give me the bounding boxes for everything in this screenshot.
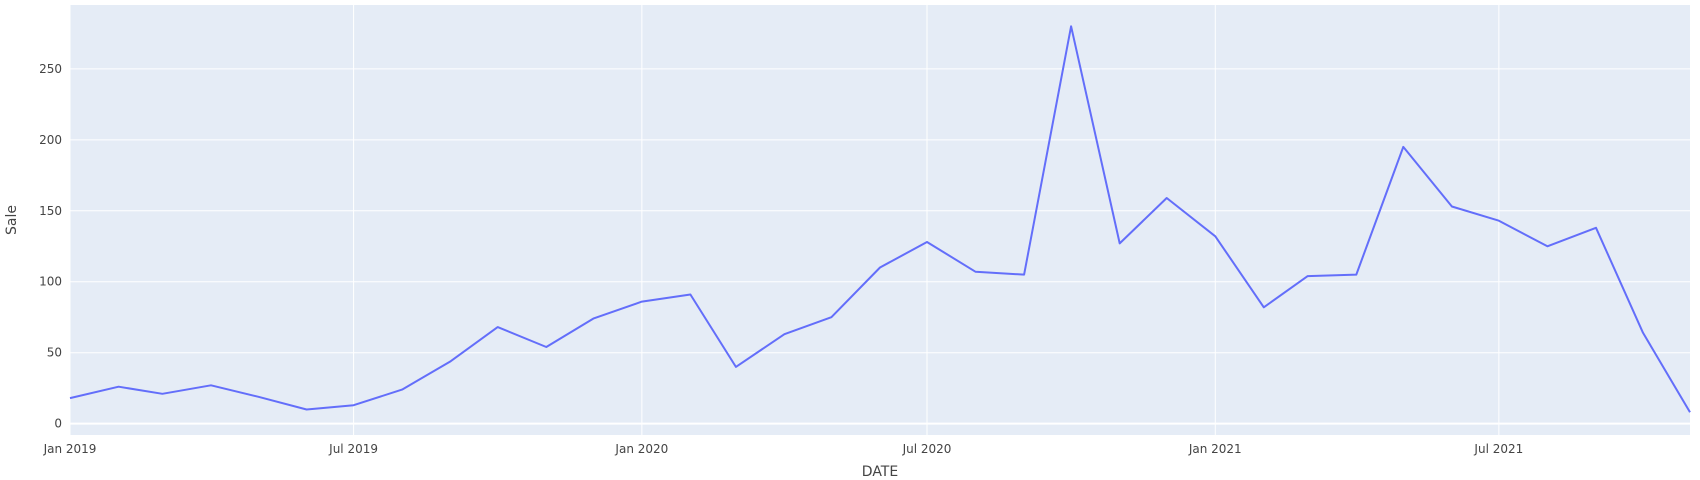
x-tick-label: Jul 2019	[328, 442, 378, 456]
x-axis-title: DATE	[862, 464, 898, 480]
x-tick-label: Jul 2020	[902, 442, 952, 456]
series-line	[69, 25, 1691, 413]
y-tick-label: 100	[39, 275, 62, 289]
x-axis-ticks: Jan 2019 Jul 2019 Jan 2020 Jul 2020 Jan 2021…	[43, 442, 1524, 456]
grid-lines	[69, 5, 1690, 435]
plot-background	[70, 5, 1690, 435]
y-tick-label: 250	[39, 62, 62, 76]
series-lines	[69, 25, 1691, 413]
x-tick-label: Jan 2021	[1188, 442, 1242, 456]
y-axis-ticks: 0 50 100 150 200 250	[39, 62, 62, 431]
x-tick-label: Jan 2019	[43, 442, 97, 456]
y-tick-label: 50	[47, 346, 62, 360]
y-axis-title: Sale	[4, 205, 20, 235]
y-tick-label: 150	[39, 204, 62, 218]
x-tick-label: Jan 2020	[614, 442, 668, 456]
y-tick-label: 200	[39, 133, 62, 147]
y-tick-label: 0	[54, 417, 62, 431]
x-tick-label: Jul 2021	[1473, 442, 1523, 456]
